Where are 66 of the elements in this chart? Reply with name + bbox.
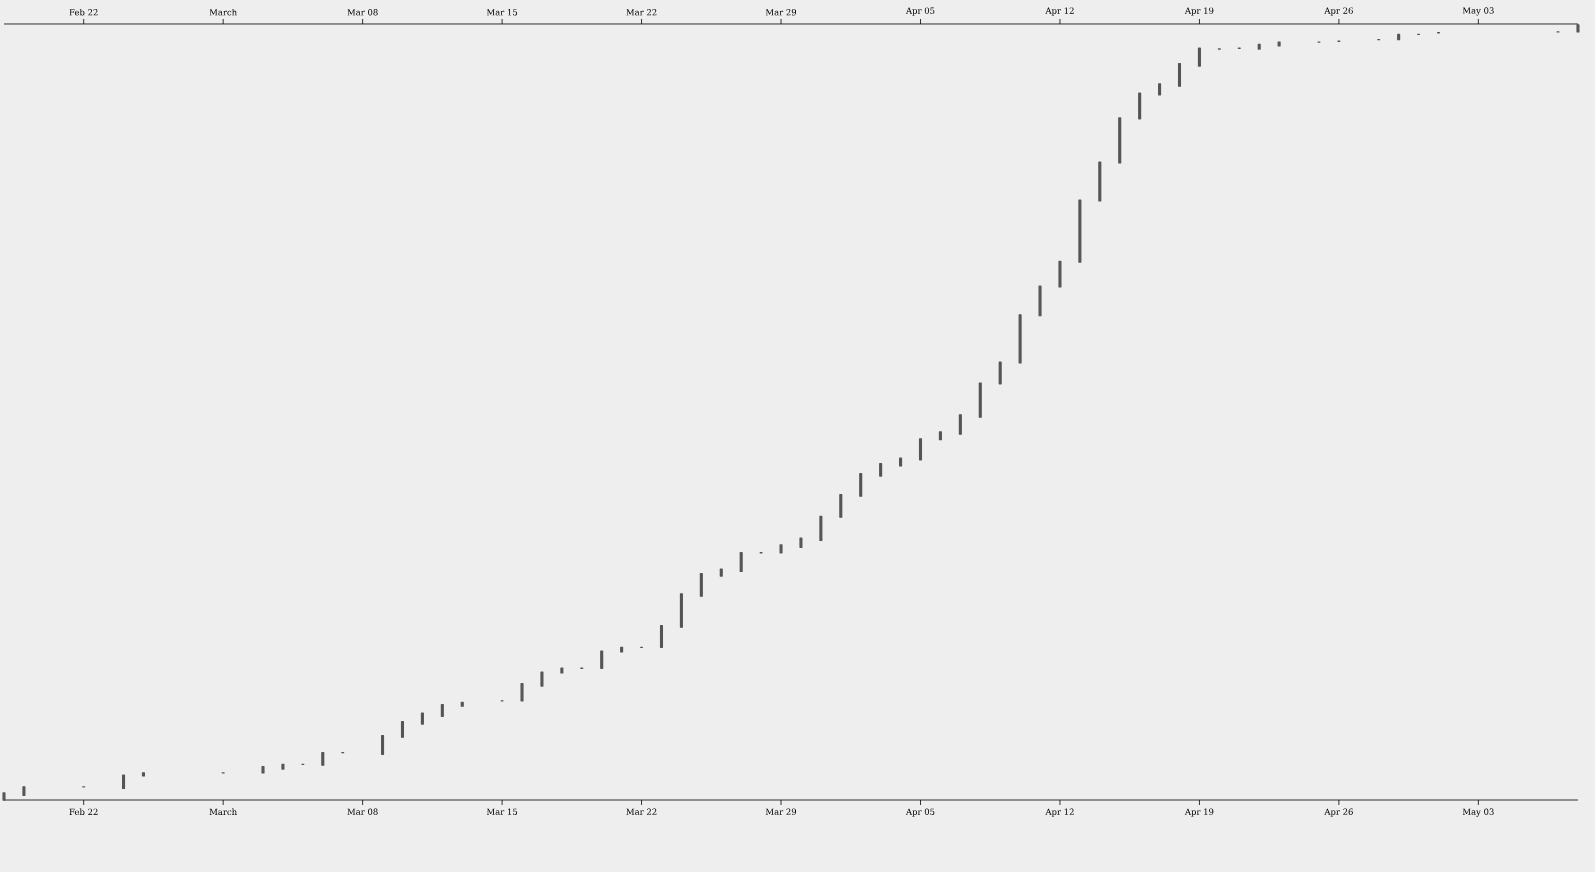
x2-tick-label: Mar 08 (347, 9, 378, 16)
candlestick (859, 473, 863, 497)
candlestick (978, 382, 982, 418)
x2-tick-label: Mar 29 (765, 9, 797, 16)
candlestick (938, 431, 942, 441)
candlestick (739, 552, 743, 573)
candlestick (1576, 24, 1580, 33)
candlestick (261, 766, 265, 774)
candlestick (1118, 117, 1122, 164)
candlestick (1098, 161, 1102, 202)
candlestick (381, 735, 385, 755)
x2-tick-label: Apr 19 (1184, 7, 1214, 16)
candlestick (620, 646, 624, 653)
candlestick (560, 667, 564, 674)
candlestick (1058, 260, 1062, 288)
x-tick-label: Mar 22 (626, 808, 657, 815)
candlestick (1197, 47, 1201, 67)
candlestick (699, 573, 703, 597)
x-tick-label: Apr 05 (905, 808, 935, 817)
candlestick (400, 721, 405, 738)
x-tick-label: Feb 22 (69, 808, 98, 816)
candlestick (1018, 314, 1022, 364)
candlestick (1158, 83, 1162, 96)
candlestick (1038, 285, 1042, 317)
x2-tick-label: March (209, 8, 237, 16)
candlestick (1078, 199, 1082, 263)
x2-tick-label: Mar 22 (626, 9, 657, 16)
candlestick (839, 494, 843, 518)
candlestick (879, 463, 883, 477)
x-tick-label: May 03 (1462, 808, 1494, 817)
x-tick-label: Apr 26 (1324, 808, 1353, 817)
x-tick-label: Mar 29 (765, 808, 797, 815)
candlestick (779, 544, 783, 554)
candlestick (899, 457, 903, 467)
x2-tick-label: Mar 15 (486, 9, 518, 16)
candlestick (1257, 43, 1261, 50)
candlestick (1138, 92, 1142, 120)
candlestick (1397, 33, 1401, 41)
x-tick-label: Mar 15 (486, 808, 518, 815)
candlestick (540, 671, 544, 687)
x2-tick-label: Apr 26 (1324, 7, 1353, 16)
candlestick (679, 593, 683, 628)
x-tick-label: Apr 12 (1045, 808, 1074, 817)
candlestick (1277, 41, 1281, 47)
candlestick (1177, 63, 1182, 87)
candlestick (998, 361, 1002, 385)
x2-tick-label: May 03 (1462, 7, 1494, 16)
candlestick (659, 624, 664, 648)
candlestick (420, 712, 424, 725)
candlestick (819, 515, 823, 542)
x-tick-label: March (209, 808, 237, 816)
x2-tick-label: Feb 22 (69, 8, 98, 16)
candlestick (799, 537, 803, 548)
candlestick (440, 704, 444, 717)
x-tick-label: Apr 19 (1184, 808, 1214, 817)
candlestick (918, 438, 923, 461)
candlestick (719, 568, 723, 577)
x2-tick-label: Apr 12 (1045, 7, 1074, 16)
x2-tick-label: Apr 05 (905, 7, 935, 16)
candlestick (520, 683, 524, 702)
candlestick (600, 650, 604, 669)
x-tick-label: Mar 08 (347, 808, 378, 815)
candlestick (321, 752, 325, 766)
candlestick (460, 701, 464, 707)
candlestick (958, 414, 962, 435)
candlestick (281, 763, 285, 770)
